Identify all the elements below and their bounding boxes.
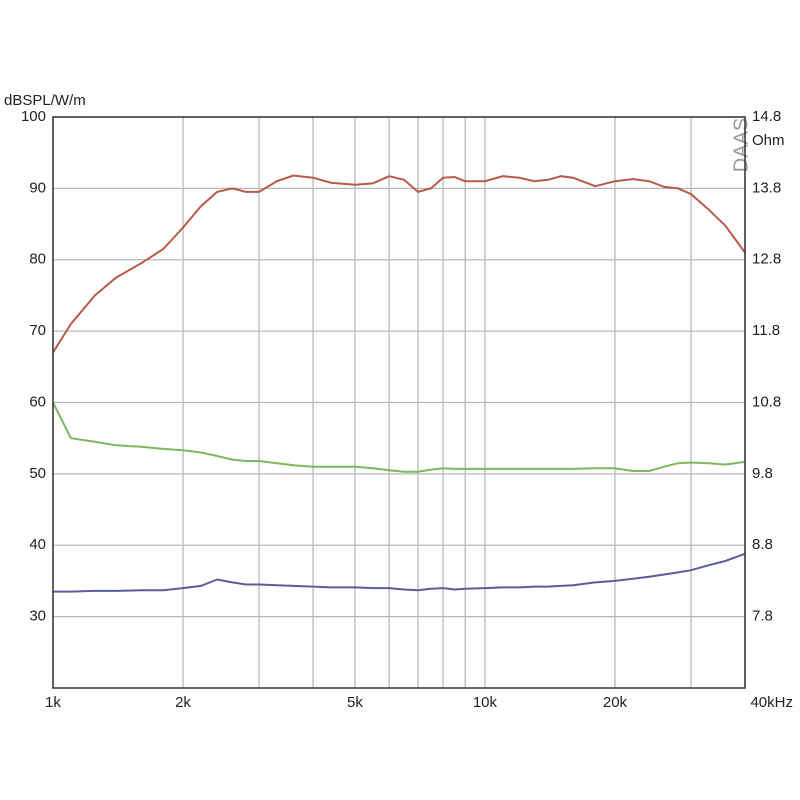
series-line — [52, 174, 746, 354]
series-line — [52, 402, 746, 473]
y2-tick-label: 8.8 — [752, 536, 773, 553]
y-tick-label: 30 — [29, 608, 46, 625]
x-tick-label: 5k — [347, 694, 363, 711]
y2-axis-label: Ohm — [752, 132, 785, 149]
y-axis-label: dBSPL/W/m — [4, 92, 86, 109]
y2-tick-label: 10.8 — [752, 393, 781, 410]
y2-tick-label: 11.8 — [752, 322, 780, 339]
y2-tick-label: 9.8 — [752, 465, 773, 482]
y-tick-label: 70 — [29, 322, 46, 339]
y-tick-label: 80 — [29, 251, 46, 268]
y2-tick-label: 14.8 — [752, 108, 781, 125]
y-tick-label: 90 — [29, 179, 46, 196]
plot-frame — [52, 116, 746, 689]
y2-tick-label: 13.8 — [752, 179, 781, 196]
series-line — [53, 552, 746, 593]
x-tick-label: 20k — [603, 694, 628, 711]
watermark: DAAS — [730, 118, 752, 172]
y-tick-label: 40 — [29, 536, 46, 553]
x-tick-label: 2k — [175, 694, 191, 711]
y-tick-label: 60 — [29, 393, 46, 410]
x-tick-label: 1k — [45, 694, 61, 711]
x-tick-label: 10k — [473, 694, 498, 711]
x-tick-label: 40kHz — [750, 694, 793, 711]
y-tick-label: 50 — [29, 465, 46, 482]
y-tick-label: 100 — [21, 108, 46, 125]
y2-tick-label: 7.8 — [752, 608, 773, 625]
y2-tick-label: 12.8 — [752, 251, 781, 268]
